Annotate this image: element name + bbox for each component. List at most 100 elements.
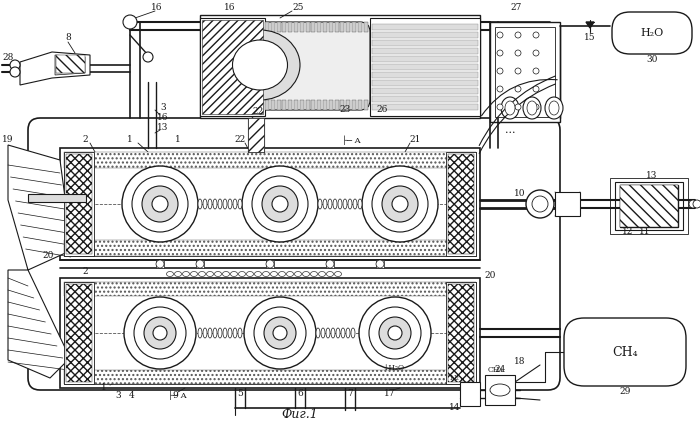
Bar xyxy=(610,178,688,234)
Bar xyxy=(248,22,251,32)
Circle shape xyxy=(392,196,408,212)
Circle shape xyxy=(266,260,274,268)
Polygon shape xyxy=(586,22,594,28)
Polygon shape xyxy=(8,145,72,270)
Text: 20: 20 xyxy=(484,271,496,279)
Bar xyxy=(265,22,269,32)
Circle shape xyxy=(526,190,554,218)
Ellipse shape xyxy=(353,199,357,209)
Bar xyxy=(306,100,309,110)
Bar xyxy=(312,22,316,32)
Circle shape xyxy=(254,307,306,359)
Bar xyxy=(312,100,316,110)
Ellipse shape xyxy=(318,199,322,209)
Circle shape xyxy=(273,326,287,340)
Text: N₂: N₂ xyxy=(450,374,460,382)
Circle shape xyxy=(152,196,168,212)
Text: 16: 16 xyxy=(224,3,236,12)
Bar xyxy=(372,72,478,78)
Ellipse shape xyxy=(490,384,510,396)
Bar xyxy=(66,154,92,254)
Polygon shape xyxy=(55,55,85,75)
Text: ...: ... xyxy=(505,125,515,135)
Circle shape xyxy=(515,104,521,110)
Text: CH₄: CH₄ xyxy=(487,366,503,374)
Bar xyxy=(213,100,217,110)
Circle shape xyxy=(10,60,20,70)
Bar xyxy=(335,22,339,32)
Bar xyxy=(372,48,478,54)
Circle shape xyxy=(362,166,438,242)
Text: 2: 2 xyxy=(82,268,88,276)
Ellipse shape xyxy=(501,97,519,119)
Bar xyxy=(259,100,263,110)
Bar xyxy=(200,18,265,116)
Bar xyxy=(156,260,164,268)
Bar xyxy=(200,15,480,118)
Bar xyxy=(64,240,476,256)
Circle shape xyxy=(533,86,539,92)
Bar xyxy=(370,18,480,116)
Bar xyxy=(241,22,246,32)
Bar xyxy=(241,100,246,110)
Circle shape xyxy=(10,67,20,77)
Circle shape xyxy=(533,50,539,56)
Bar xyxy=(271,100,275,110)
Ellipse shape xyxy=(198,199,202,209)
Ellipse shape xyxy=(213,328,217,338)
Bar xyxy=(317,100,321,110)
Ellipse shape xyxy=(220,30,300,100)
Bar xyxy=(306,22,309,32)
Circle shape xyxy=(515,32,521,38)
Text: 22: 22 xyxy=(253,108,264,117)
Bar xyxy=(236,22,240,32)
Bar xyxy=(446,152,476,256)
Text: 1: 1 xyxy=(101,383,107,393)
Circle shape xyxy=(497,32,503,38)
Ellipse shape xyxy=(238,199,242,209)
Ellipse shape xyxy=(351,328,355,338)
Polygon shape xyxy=(20,52,90,85)
Bar xyxy=(248,118,264,152)
Circle shape xyxy=(156,260,164,268)
Bar xyxy=(64,152,476,168)
Bar xyxy=(225,22,228,32)
Circle shape xyxy=(244,297,316,369)
Circle shape xyxy=(196,260,204,268)
Text: 12: 12 xyxy=(622,228,634,237)
Bar xyxy=(372,88,478,94)
Bar xyxy=(28,194,86,202)
Ellipse shape xyxy=(331,328,335,338)
Ellipse shape xyxy=(223,328,227,338)
Ellipse shape xyxy=(328,199,332,209)
Circle shape xyxy=(359,297,431,369)
Bar xyxy=(64,282,476,296)
Text: ├─ A: ├─ A xyxy=(168,390,187,400)
Bar xyxy=(555,192,580,216)
Circle shape xyxy=(497,68,503,74)
Circle shape xyxy=(515,68,521,74)
Ellipse shape xyxy=(348,199,352,209)
Bar xyxy=(372,24,478,30)
Circle shape xyxy=(262,186,298,222)
Bar xyxy=(271,22,275,32)
Ellipse shape xyxy=(505,101,515,115)
Text: 7: 7 xyxy=(347,388,353,398)
Ellipse shape xyxy=(228,199,232,209)
Text: 1: 1 xyxy=(175,136,181,145)
Text: 15: 15 xyxy=(584,33,596,42)
Bar xyxy=(230,22,235,32)
Bar xyxy=(276,22,281,32)
Bar xyxy=(317,22,321,32)
Bar xyxy=(225,100,228,110)
Ellipse shape xyxy=(316,328,320,338)
Circle shape xyxy=(497,104,503,110)
Ellipse shape xyxy=(208,199,212,209)
Bar xyxy=(207,100,211,110)
Bar xyxy=(300,100,304,110)
Text: 11: 11 xyxy=(639,228,651,237)
Bar xyxy=(64,152,94,256)
Ellipse shape xyxy=(213,199,217,209)
Text: 14: 14 xyxy=(449,404,461,413)
Text: H₂O: H₂O xyxy=(640,28,664,38)
